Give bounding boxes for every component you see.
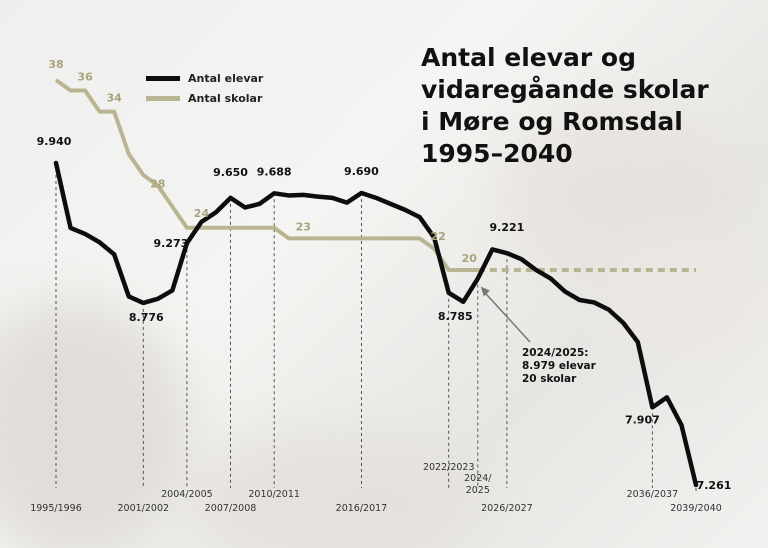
legend-swatch-students [146, 75, 180, 81]
data-label-students: 8.776 [129, 311, 164, 324]
data-label-schools: 34 [107, 92, 123, 105]
data-label-students: 9.940 [37, 135, 72, 148]
data-label-students: 9.221 [490, 221, 525, 234]
x-tick-label: 2001/2002 [117, 503, 169, 514]
legend: Antal elevar Antal skolar [146, 68, 263, 108]
annotation-arrow-line [483, 291, 531, 343]
x-tick-label: 2004/2005 [161, 489, 213, 500]
annotation-arrow-head [480, 286, 490, 297]
annotation-2024: 2024/2025: 8.979 elevar 20 skolar [522, 347, 596, 386]
x-tick-label: 2022/2023 [423, 462, 475, 473]
x-tick-label-line: 2039/2040 [670, 503, 722, 514]
x-tick-label-line: 1995/1996 [30, 503, 82, 514]
data-label-schools: 28 [150, 178, 165, 191]
annotation-line: 20 skolar [522, 373, 577, 385]
x-tick-label-line: 2025 [466, 485, 490, 496]
x-tick-label-line: 2024/ [464, 473, 492, 484]
data-label-students: 9.690 [344, 165, 379, 178]
x-tick-label-line: 2001/2002 [117, 503, 169, 514]
x-tick-label-line: 2010/2011 [248, 489, 300, 500]
x-tick-label: 1995/1996 [30, 503, 82, 514]
data-label-students: 8.785 [438, 310, 473, 323]
title-line: 1995–2040 [421, 139, 573, 168]
x-tick-label: 2036/2037 [627, 489, 679, 500]
data-label-students: 9.688 [257, 165, 292, 178]
data-label-schools: 22 [431, 230, 446, 243]
title-line: Antal elevar og [421, 43, 636, 72]
data-label-students: 9.650 [213, 166, 248, 179]
x-tick-label-line: 2026/2027 [481, 503, 533, 514]
legend-item-schools: Antal skolar [146, 88, 263, 108]
chart-title: Antal elevar og vidaregåande skolar i Mø… [421, 42, 761, 170]
data-label-schools: 20 [462, 252, 478, 265]
x-tick-label: 2024/2025 [464, 473, 492, 496]
data-label-schools: 24 [194, 207, 210, 220]
legend-label-schools: Antal skolar [188, 91, 263, 105]
annotation-line: 8.979 elevar [522, 360, 596, 372]
series-line-students [53, 160, 699, 488]
legend-swatch-schools [146, 95, 180, 101]
series-line-schools [54, 78, 478, 272]
x-tick-label-line: 2036/2037 [627, 489, 679, 500]
x-tick-label: 2026/2027 [481, 503, 533, 514]
x-tick-label-line: 2016/2017 [336, 503, 388, 514]
title-line: i Møre og Romsdal [421, 107, 683, 136]
data-label-schools: 38 [48, 58, 63, 71]
data-label-schools: 23 [296, 220, 311, 233]
data-label-students: 7.261 [697, 479, 732, 492]
data-label-students: 7.907 [625, 413, 660, 426]
x-tick-label: 2039/2040 [670, 503, 722, 514]
legend-item-students: Antal elevar [146, 68, 263, 88]
title-line: vidaregåande skolar [421, 75, 709, 104]
annotation-line: 2024/2025: [522, 347, 589, 359]
x-tick-label: 2010/2011 [248, 489, 300, 500]
legend-label-students: Antal elevar [188, 71, 264, 85]
x-tick-label: 2016/2017 [336, 503, 388, 514]
x-tick-label: 2007/2008 [205, 503, 257, 514]
data-label-schools: 36 [77, 71, 93, 84]
x-tick-label-line: 2004/2005 [161, 489, 213, 500]
x-tick-label-line: 2022/2023 [423, 462, 475, 473]
data-label-students: 9.273 [154, 237, 189, 250]
x-tick-label-line: 2007/2008 [205, 503, 257, 514]
